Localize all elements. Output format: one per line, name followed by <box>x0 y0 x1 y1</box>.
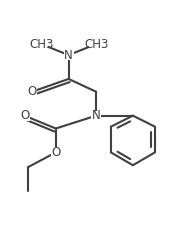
Text: CH3: CH3 <box>29 38 53 50</box>
FancyBboxPatch shape <box>51 147 61 157</box>
FancyBboxPatch shape <box>89 39 103 49</box>
Text: CH3: CH3 <box>84 38 108 50</box>
FancyBboxPatch shape <box>34 39 48 49</box>
Text: N: N <box>92 109 100 122</box>
Text: O: O <box>51 146 60 159</box>
FancyBboxPatch shape <box>91 111 101 121</box>
FancyBboxPatch shape <box>64 50 74 60</box>
Text: O: O <box>20 109 29 122</box>
FancyBboxPatch shape <box>19 111 30 121</box>
Text: N: N <box>64 48 73 62</box>
Text: O: O <box>27 85 36 98</box>
FancyBboxPatch shape <box>27 87 37 97</box>
